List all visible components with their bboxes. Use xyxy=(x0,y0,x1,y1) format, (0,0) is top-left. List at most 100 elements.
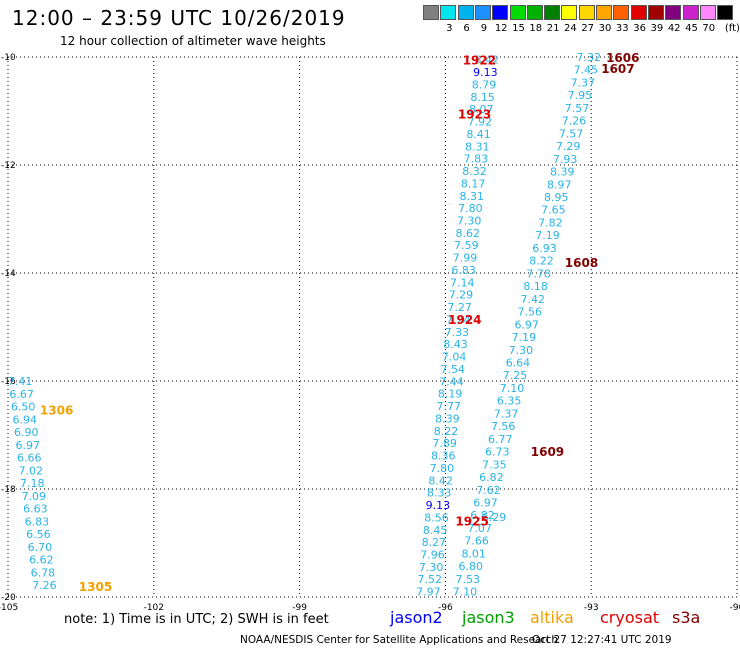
swh-value: 8.32 xyxy=(462,165,487,178)
y-tick-label: -14 xyxy=(1,269,16,279)
swh-value: 6.64 xyxy=(506,356,531,369)
swh-value: 8.27 xyxy=(422,536,447,549)
swh-value: 7.45 xyxy=(574,64,599,77)
swh-value: 8.39 xyxy=(550,166,575,179)
swh-value: 7.10 xyxy=(453,586,478,599)
legend-swatch xyxy=(699,5,716,20)
legend-bin-label: 18 xyxy=(529,23,543,34)
swh-value: 8.95 xyxy=(544,191,569,204)
swh-value: 7.02 xyxy=(19,464,44,477)
swh-value: 7.42 xyxy=(520,293,545,306)
satellite-label-jason2: jason2 xyxy=(390,608,443,627)
swh-value: 6.80 xyxy=(458,560,483,573)
y-tick-label: -12 xyxy=(1,161,16,171)
swh-value: 7.53 xyxy=(456,573,481,586)
swh-value: 8.42 xyxy=(428,474,453,487)
swh-value: 7.93 xyxy=(553,153,578,166)
swh-value: 8.62 xyxy=(455,227,480,240)
swh-value: 7.19 xyxy=(512,331,537,344)
swh-value: 8.22 xyxy=(434,425,459,438)
legend-bin-label: 30 xyxy=(598,23,612,34)
legend-swatch xyxy=(561,5,578,20)
swh-value: 6.78 xyxy=(31,566,56,579)
legend-swatch xyxy=(578,5,595,20)
pass-time-marker: 1606 xyxy=(606,51,639,65)
swh-value: 7.14 xyxy=(450,276,475,289)
swh-value: 6.67 xyxy=(9,388,34,401)
satellite-label-s3a: s3a xyxy=(672,608,701,627)
legend-swatch xyxy=(717,5,734,20)
swh-value: 6.62 xyxy=(29,554,54,567)
pass-time-marker: 1305 xyxy=(79,580,112,594)
swh-value: 7.30 xyxy=(509,344,534,357)
legend-swatch xyxy=(596,5,612,20)
legend-swatch xyxy=(682,5,699,20)
swh-value: 6.97 xyxy=(15,439,40,452)
page-subtitle: 12 hour collection of altimeter wave hei… xyxy=(60,34,326,48)
swh-value: 8.39 xyxy=(435,412,460,425)
legend-bin-label: 70 xyxy=(702,23,716,34)
swh-value: 6.50 xyxy=(11,401,36,414)
swh-value: 8.01 xyxy=(461,547,486,560)
legend-bin-label: 27 xyxy=(581,23,595,34)
legend-bin-label: 3 xyxy=(446,23,453,34)
swh-value: 8.36 xyxy=(431,450,456,463)
legend-bin-label: 12 xyxy=(494,23,508,34)
swh-value: 8.97 xyxy=(547,178,572,191)
swh-value: 6.82 xyxy=(479,471,504,484)
swh-value: 7.80 xyxy=(458,202,483,215)
y-tick-label: -10 xyxy=(1,53,16,63)
swh-value: 7.25 xyxy=(503,369,528,382)
legend-bin-label: 9 xyxy=(480,23,488,34)
legend-swatch xyxy=(544,5,561,20)
swh-value: 8.07 xyxy=(469,103,494,116)
swh-value: 8.31 xyxy=(465,140,490,153)
y-tick-label: -18 xyxy=(1,485,16,495)
legend-swatch xyxy=(440,5,457,20)
swh-value: 7.52 xyxy=(417,573,442,586)
legend-bin-label: 24 xyxy=(564,23,577,34)
x-tick-label: -105 xyxy=(0,603,18,613)
swh-value: 6.97 xyxy=(473,497,498,510)
legend-swatch xyxy=(647,5,664,20)
swh-value: 7.27 xyxy=(447,301,472,314)
legend-swatch xyxy=(492,5,509,20)
swh-value: 7.62 xyxy=(476,484,501,497)
swh-value: 6.70 xyxy=(28,541,53,554)
swh-value: 6.56 xyxy=(26,528,51,541)
swh-value: 7.35 xyxy=(482,458,507,471)
swh-value: 6.73 xyxy=(485,446,510,459)
swh-value: 7.78 xyxy=(526,267,551,280)
swh-value: 8.42 xyxy=(474,54,499,67)
swh-value: 8.22 xyxy=(529,255,554,268)
swh-value: 8.43 xyxy=(443,338,468,351)
legend-bin-label: 42 xyxy=(667,23,681,34)
swh-value: 7.89 xyxy=(432,437,457,450)
swh-value: 7.04 xyxy=(442,351,467,364)
legend-bin-label: 45 xyxy=(685,23,698,34)
swh-value: 7.37 xyxy=(571,76,596,89)
legend-swatch xyxy=(457,5,474,20)
pass-time-marker: 1922 xyxy=(463,54,496,68)
x-tick-label: -99 xyxy=(292,603,307,613)
swh-value: 7.09 xyxy=(22,490,47,503)
swh-value: 7.30 xyxy=(457,215,482,228)
swh-value: 7.18 xyxy=(20,477,45,490)
swh-value: 7.29 xyxy=(556,140,581,153)
legend-bin-label: 6 xyxy=(463,23,470,34)
swh-value: 9.13 xyxy=(473,66,498,79)
legend-swatch xyxy=(423,5,439,20)
legend-swatch xyxy=(630,5,647,20)
swh-value: 6.82 xyxy=(470,509,495,522)
x-tick-label: -96 xyxy=(438,603,453,613)
satellite-label-altika: altika xyxy=(530,608,574,627)
swh-value: 9.13 xyxy=(426,499,451,512)
swh-value: 8.41 xyxy=(466,128,491,141)
swh-value: 7.95 xyxy=(568,89,593,102)
swh-value: 8.15 xyxy=(470,91,495,104)
swh-value: 6.35 xyxy=(497,395,522,408)
swh-value: 8.45 xyxy=(423,524,448,537)
swh-value: 7.29 xyxy=(449,289,474,302)
swh-value: 8.19 xyxy=(438,388,463,401)
